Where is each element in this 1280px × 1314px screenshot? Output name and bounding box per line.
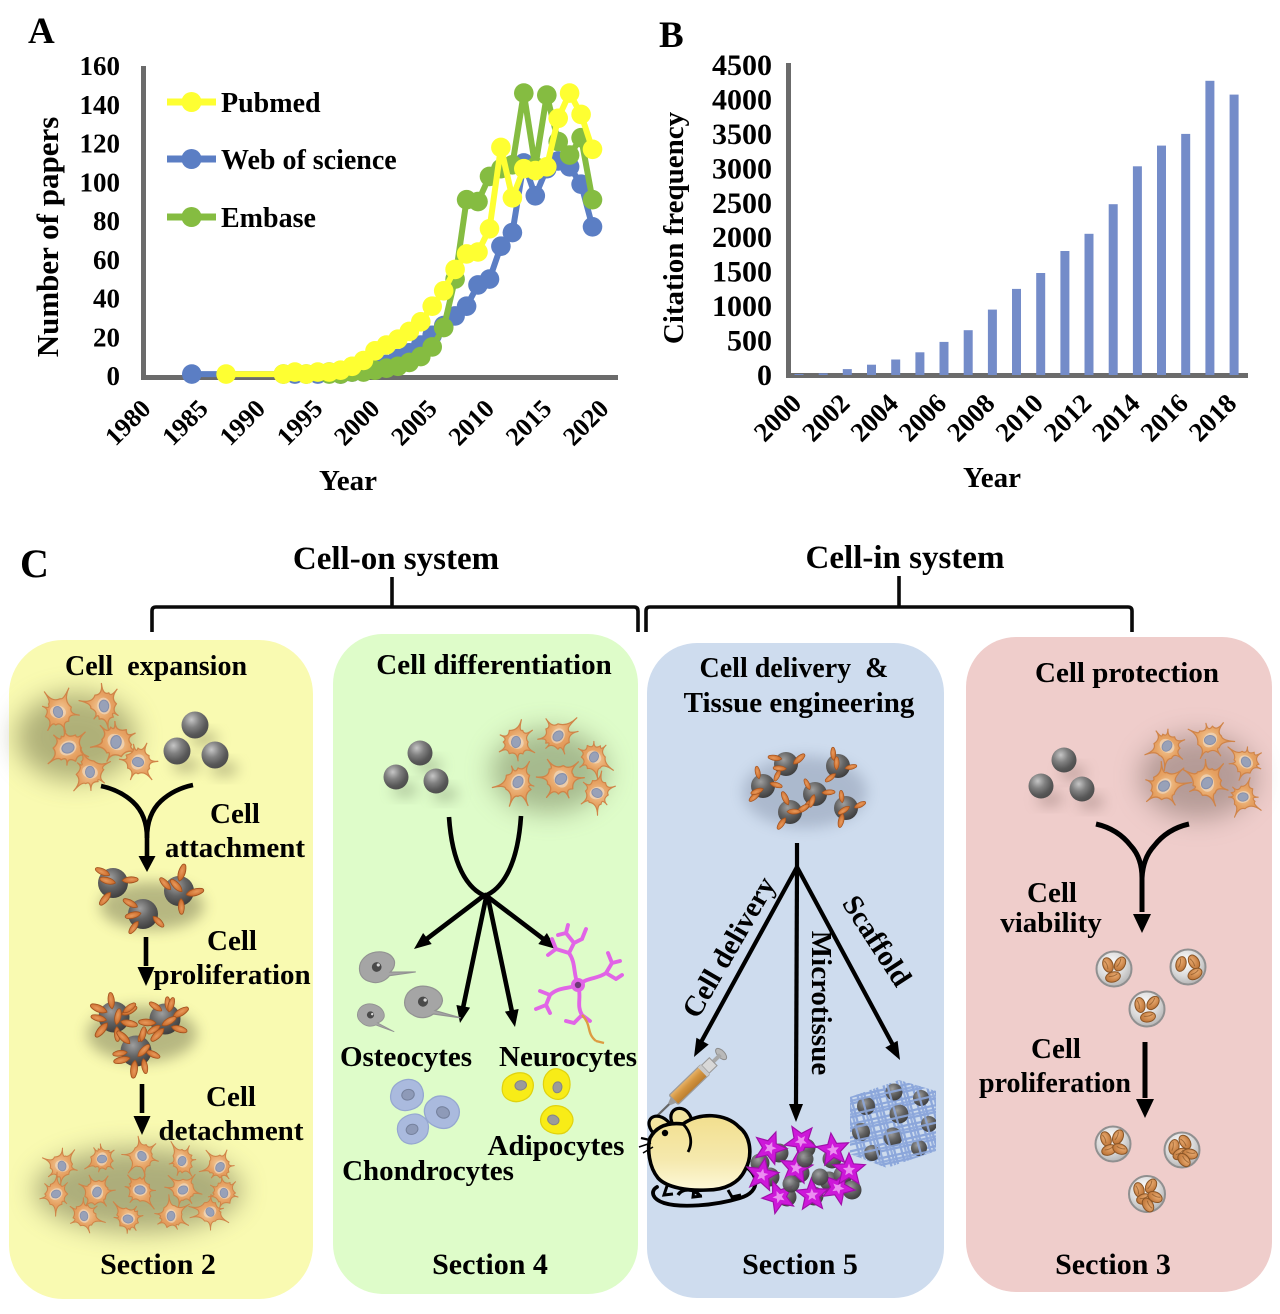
svg-text:Year: Year [319,465,377,497]
svg-text:Section 3: Section 3 [1055,1248,1171,1281]
svg-text:20: 20 [93,322,120,352]
svg-text:160: 160 [80,51,121,81]
svg-text:40: 40 [93,284,120,314]
svg-text:Cell differentiation: Cell differentiation [376,649,611,681]
svg-text:Cell-on system: Cell-on system [293,541,499,577]
svg-text:80: 80 [93,206,120,236]
svg-text:Cell: Cell [1027,877,1077,909]
svg-text:4500: 4500 [712,49,772,82]
svg-text:Cell: Cell [206,1081,256,1113]
svg-text:100: 100 [80,167,121,197]
svg-text:Section 4: Section 4 [432,1248,548,1281]
svg-text:1500: 1500 [712,256,772,289]
svg-text:Osteocytes: Osteocytes [340,1041,472,1073]
svg-text:proliferation: proliferation [153,959,310,991]
svg-text:Microtissue: Microtissue [805,931,837,1076]
svg-text:Cell expansion: Cell expansion [65,651,247,682]
svg-text:Pubmed: Pubmed [221,88,321,119]
svg-text:A: A [28,11,55,52]
svg-text:3000: 3000 [712,152,772,185]
svg-text:1000: 1000 [712,290,772,323]
svg-text:Adipocytes: Adipocytes [488,1130,625,1162]
svg-text:Cell delivery &: Cell delivery & [700,653,889,684]
svg-text:B: B [659,15,684,56]
svg-text:Cell: Cell [207,925,257,957]
svg-text:Tissue engineering: Tissue engineering [684,687,915,719]
svg-text:Year: Year [963,462,1021,494]
svg-text:0: 0 [757,359,772,392]
svg-text:Section 2: Section 2 [100,1248,216,1281]
svg-text:viability: viability [1000,907,1102,939]
svg-text:Section 5: Section 5 [742,1248,858,1281]
svg-text:attachment: attachment [165,832,305,864]
svg-text:detachment: detachment [159,1115,304,1147]
svg-text:Cell: Cell [1031,1033,1081,1065]
svg-text:Embase: Embase [221,203,316,234]
svg-text:4000: 4000 [712,83,772,116]
svg-text:Cell: Cell [210,798,260,830]
svg-text:Neurocytes: Neurocytes [499,1041,637,1073]
svg-text:Number of papers: Number of papers [30,117,65,358]
svg-text:Cell protection: Cell protection [1035,657,1219,689]
svg-text:120: 120 [80,129,121,159]
svg-text:2000: 2000 [712,221,772,254]
svg-text:60: 60 [93,245,120,275]
svg-text:Cell-in system: Cell-in system [806,540,1005,576]
svg-text:Web of science: Web of science [221,145,397,176]
svg-text:140: 140 [80,90,121,120]
svg-text:proliferation: proliferation [979,1068,1131,1099]
svg-text:Chondrocytes: Chondrocytes [342,1155,514,1187]
svg-text:500: 500 [727,325,772,358]
svg-text:2500: 2500 [712,187,772,220]
svg-text:Citation frequency: Citation frequency [658,111,690,344]
svg-text:0: 0 [107,361,121,391]
svg-text:C: C [20,541,49,586]
svg-text:3500: 3500 [712,118,772,151]
